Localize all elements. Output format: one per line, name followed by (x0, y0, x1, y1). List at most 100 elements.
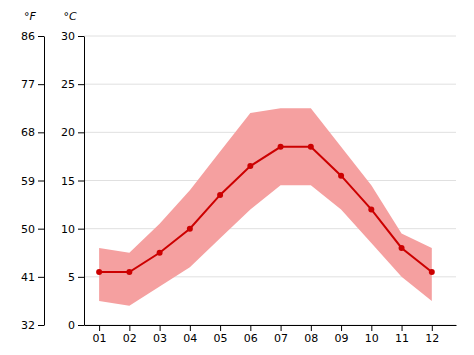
tick-label: 03 (153, 332, 167, 345)
grid-line (84, 36, 456, 37)
tick-mark (371, 325, 372, 331)
y2-axis-line (44, 37, 45, 326)
tick: 86 (21, 30, 44, 43)
tick: 77 (21, 78, 44, 91)
tick-mark (190, 325, 191, 331)
tick-mark (78, 84, 84, 85)
y2-axis-title: °F (24, 10, 37, 23)
tick: 5 (68, 271, 84, 284)
tick: 05 (214, 325, 228, 345)
tick-mark (38, 325, 44, 326)
tick-label: 01 (93, 332, 107, 345)
band (99, 108, 432, 305)
tick-label: 20 (61, 126, 75, 139)
marker (308, 144, 314, 150)
tick-label: 25 (61, 78, 75, 91)
tick-label: 15 (61, 175, 75, 188)
marker (96, 269, 102, 275)
tick-mark (78, 229, 84, 230)
tick-label: 5 (68, 271, 75, 284)
grid-line (84, 228, 456, 229)
y-axis-line (84, 37, 85, 326)
tick-mark (38, 181, 44, 182)
marker (429, 269, 435, 275)
tick-label: 10 (365, 332, 379, 345)
marker (126, 269, 132, 275)
tick-label: 50 (21, 223, 35, 236)
tick: 15 (61, 175, 84, 188)
tick: 30 (61, 30, 84, 43)
tick-label: 0 (68, 319, 75, 332)
marker (368, 206, 374, 212)
tick-label: 04 (183, 332, 197, 345)
tick-label: 41 (21, 271, 35, 284)
tick-label: 68 (21, 126, 35, 139)
tick: 20 (61, 126, 84, 139)
tick-mark (38, 277, 44, 278)
plot-area (96, 108, 435, 305)
tick-mark (402, 325, 403, 331)
tick-mark (220, 325, 221, 331)
tick-mark (38, 84, 44, 85)
tick-label: 77 (21, 78, 35, 91)
tick-label: 30 (61, 30, 75, 43)
marker (187, 226, 193, 232)
marker (338, 173, 344, 179)
tick-mark (38, 229, 44, 230)
tick: 10 (61, 223, 84, 236)
tick-label: 07 (274, 332, 288, 345)
x-axis-line (85, 325, 457, 326)
tick: 11 (395, 325, 409, 345)
tick-label: 09 (335, 332, 349, 345)
marker (247, 163, 253, 169)
tick: 01 (93, 325, 107, 345)
grid (84, 36, 456, 325)
tick-mark (250, 325, 251, 331)
tick-mark (99, 325, 100, 331)
tick: 32 (21, 319, 44, 332)
tick-label: 86 (21, 30, 35, 43)
tick: 25 (61, 78, 84, 91)
tick-mark (78, 181, 84, 182)
tick: 12 (425, 325, 439, 345)
tick: 03 (153, 325, 167, 345)
tick-mark (78, 325, 84, 326)
tick: 50 (21, 223, 44, 236)
marker (399, 245, 405, 251)
tick-label: 10 (61, 223, 75, 236)
marker (157, 250, 163, 256)
tick-mark (38, 36, 44, 37)
tick-label: 12 (425, 332, 439, 345)
tick-label: 06 (244, 332, 258, 345)
tick: 08 (304, 325, 318, 345)
y2-axis: 32 41 50 59 68 77 86 (21, 30, 45, 332)
grid-line (84, 84, 456, 85)
x-axis: 01 02 03 04 05 06 07 08 09 10 11 12 (85, 325, 457, 345)
tick-label: 32 (21, 319, 35, 332)
tick: 59 (21, 175, 44, 188)
tick-label: 11 (395, 332, 409, 345)
tick: 09 (335, 325, 349, 345)
tick-mark (281, 325, 282, 331)
tick-mark (129, 325, 130, 331)
tick: 04 (183, 325, 197, 345)
tick-mark (341, 325, 342, 331)
tick-mark (160, 325, 161, 331)
tick: 02 (123, 325, 137, 345)
tick-label: 59 (21, 175, 35, 188)
tick-mark (78, 36, 84, 37)
line (99, 147, 432, 272)
tick-mark (311, 325, 312, 331)
tick: 0 (68, 319, 84, 332)
marker (278, 144, 284, 150)
tick: 68 (21, 126, 44, 139)
y-axis: 0 5 10 15 20 25 30 (61, 30, 85, 332)
chart: 0102030405060708091011120510152025303241… (0, 0, 474, 355)
tick: 07 (274, 325, 288, 345)
tick-mark (38, 132, 44, 133)
tick: 41 (21, 271, 44, 284)
tick-label: 05 (214, 332, 228, 345)
tick: 06 (244, 325, 258, 345)
y-axis-title: °C (63, 10, 77, 23)
tick: 10 (365, 325, 379, 345)
